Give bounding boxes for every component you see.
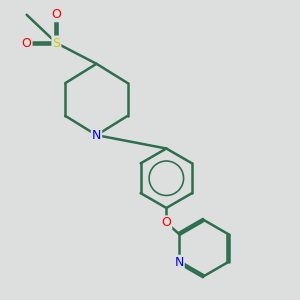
Text: N: N [174, 256, 184, 269]
Text: O: O [51, 8, 61, 21]
Text: O: O [161, 216, 171, 229]
Text: O: O [22, 37, 32, 50]
Text: S: S [52, 37, 60, 50]
Text: N: N [92, 129, 101, 142]
